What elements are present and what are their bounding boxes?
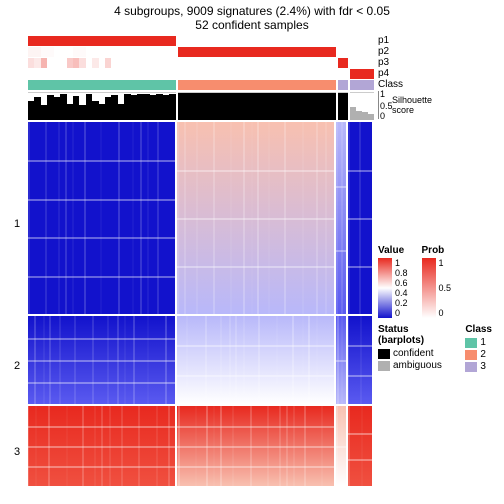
legend-item-confident: confident — [378, 348, 451, 359]
annot-label-p3: p3 — [378, 58, 492, 68]
row-group-1: 1 — [6, 128, 28, 320]
silhouette-axis: 1 0.5 0 Silhouette score — [378, 91, 492, 121]
annot-label-p4: p4 — [378, 69, 492, 79]
annot-label-Class: Class — [378, 80, 492, 90]
heatmap-column — [28, 36, 372, 494]
legend-title-Status (barplots): Status (barplots) — [378, 324, 451, 346]
legend-item-1: 1 — [465, 337, 492, 348]
legend-title-Class: Class — [465, 324, 492, 335]
row-group-2: 2 — [6, 322, 28, 410]
annot-Class — [28, 80, 372, 90]
annot-p2 — [28, 47, 372, 57]
row-group-labels: 123 — [6, 36, 28, 494]
legend-title-Prob: Prob — [422, 245, 452, 256]
annot-p1 — [28, 36, 372, 46]
legend-item-ambiguous: ambiguous — [378, 360, 451, 371]
plot-title: 4 subgroups, 9009 signatures (2.4%) with… — [0, 0, 504, 18]
annot-p3 — [28, 58, 372, 68]
legend-item-2: 2 — [465, 349, 492, 360]
colorbar-Value — [378, 258, 392, 318]
legend-item-3: 3 — [465, 361, 492, 372]
heatmap-body — [28, 122, 372, 488]
annot-label-p2: p2 — [378, 47, 492, 57]
silhouette-bars — [28, 92, 372, 120]
plot-subtitle: 52 confident samples — [0, 18, 504, 36]
legend-column: p1p2p3p4Class 1 0.5 0 Silhouette scoreVa… — [372, 36, 492, 494]
annot-label-p1: p1 — [378, 36, 492, 46]
annot-p4 — [28, 69, 372, 79]
colorbar-Prob — [422, 258, 436, 318]
legend-title-Value: Value — [378, 245, 408, 256]
row-group-3: 3 — [6, 412, 28, 492]
